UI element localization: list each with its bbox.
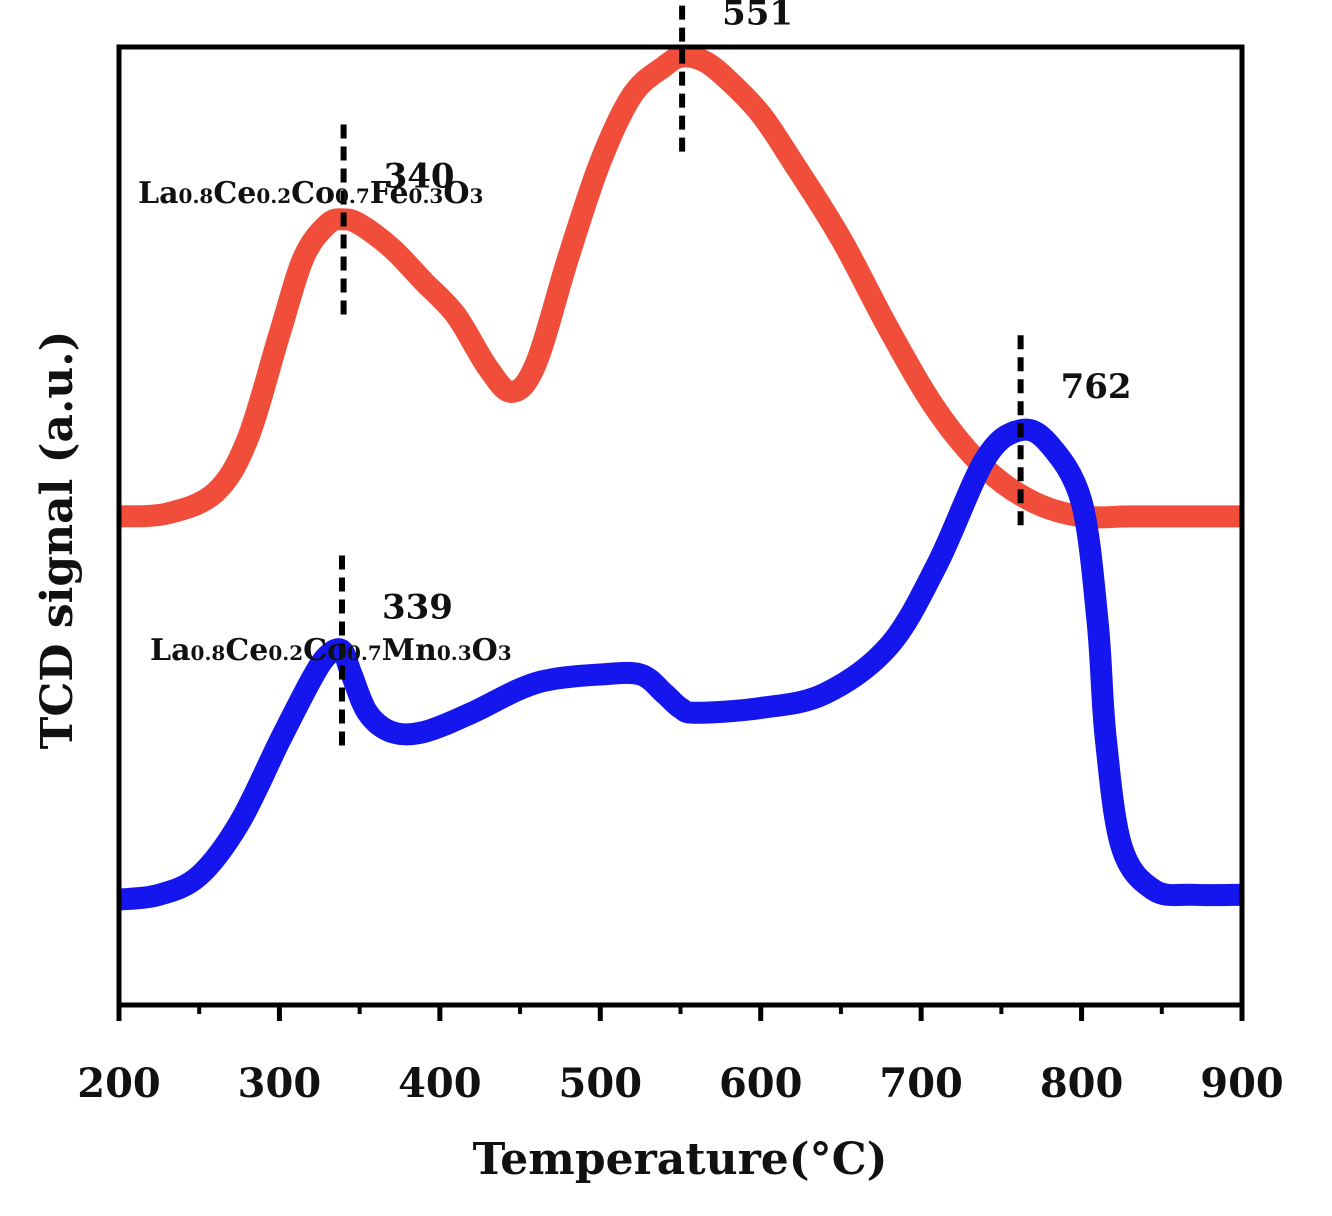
x-tick-label-700: 700 xyxy=(879,1060,963,1107)
x-tick-label-400: 400 xyxy=(398,1060,482,1107)
x-tick-label-200: 200 xyxy=(77,1060,161,1107)
peak-label-339: 339 xyxy=(382,588,453,628)
peak-marker-layer: 340 551 339 762 xyxy=(338,0,1132,746)
x-tick-layer: 200 300 400 500 600 700 800 900 xyxy=(77,1005,1284,1107)
x-tick-label-600: 600 xyxy=(719,1060,803,1107)
x-tick-label-800: 800 xyxy=(1040,1060,1124,1107)
series-label-fe: La0.8Ce0.2Co0.7Fe0.3O3 xyxy=(138,176,483,211)
series-label-mn: La0.8Ce0.2Co0.7Mn0.3O3 xyxy=(150,633,512,668)
series-layer xyxy=(117,45,1243,911)
x-tick-label-900: 900 xyxy=(1200,1060,1284,1107)
x-tick-label-300: 300 xyxy=(238,1060,322,1107)
peak-label-551: 551 xyxy=(722,0,793,34)
series-line-fe xyxy=(118,45,1242,529)
x-axis-title: Temperature(°C) xyxy=(473,1134,888,1185)
x-tick-label-500: 500 xyxy=(559,1060,643,1107)
peak-label-340: 340 xyxy=(384,156,455,196)
y-axis-title: TCD signal (a.u.) xyxy=(32,331,83,750)
series-line-mn xyxy=(117,418,1243,911)
peak-label-762: 762 xyxy=(1061,367,1132,407)
